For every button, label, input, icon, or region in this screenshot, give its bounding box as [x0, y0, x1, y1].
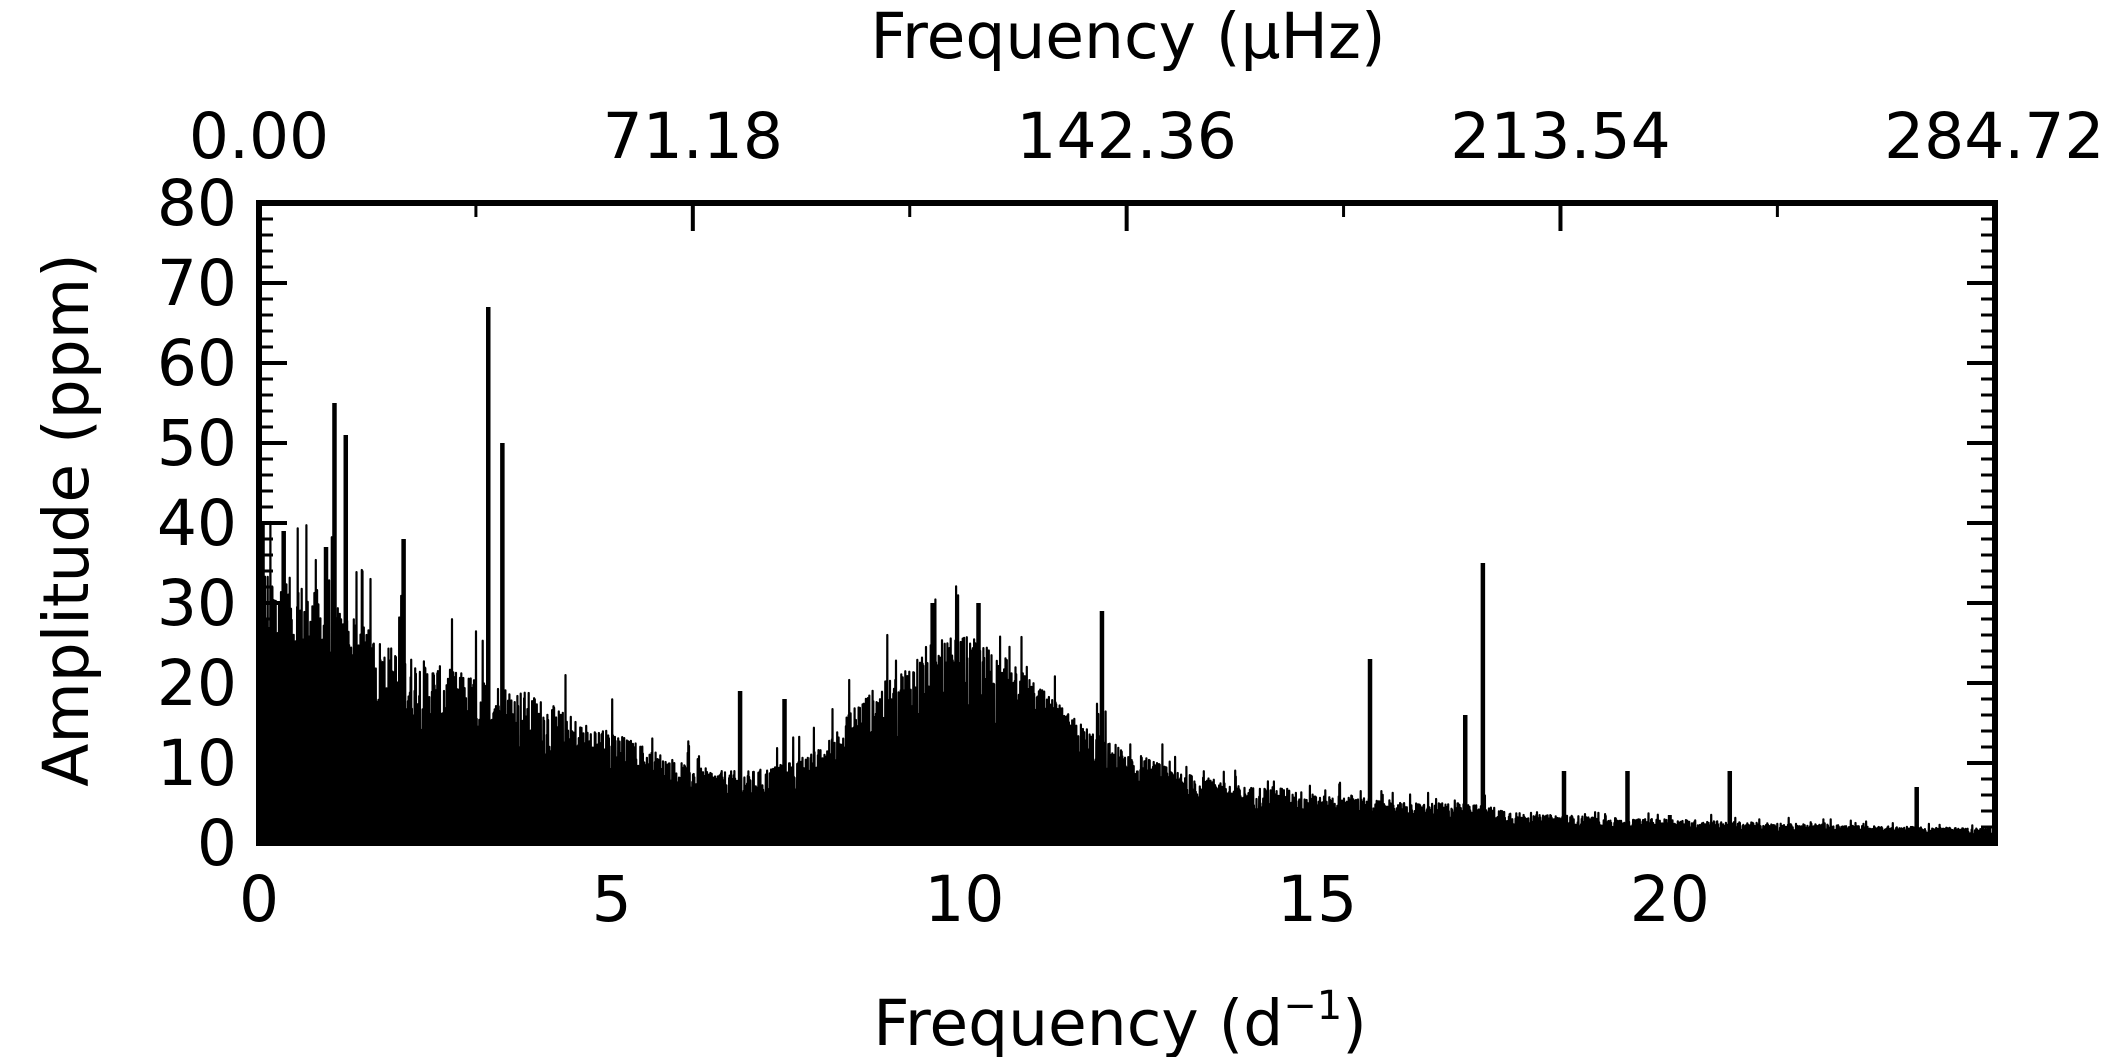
x-axis-label-main: Frequency (d	[873, 987, 1283, 1057]
y-tick-label: 60	[157, 327, 237, 400]
y-tick-label: 30	[157, 567, 237, 640]
y-tick-label: 0	[197, 807, 237, 880]
y-tick-label: 70	[157, 247, 237, 320]
x-axis-label-superscript: −1	[1283, 983, 1342, 1029]
x-axis-label: Frequency (d−1)	[873, 983, 1367, 1057]
y-tick-label: 80	[157, 167, 237, 240]
x-tick-label: 0	[239, 863, 279, 936]
tick-layer	[257, 201, 1997, 845]
top-tick-label: 284.72	[1884, 100, 2104, 173]
y-axis-label: Amplitude (ppm)	[30, 253, 103, 786]
top-tick-label: 71.18	[603, 100, 783, 173]
top-tick-label: 0.00	[189, 100, 329, 173]
top-tick-label: 213.54	[1450, 100, 1670, 173]
top-axis-label: Frequency (μHz)	[870, 0, 1385, 73]
y-tick-label: 20	[157, 647, 237, 720]
top-tick-label: 142.36	[1016, 100, 1236, 173]
y-tick-label: 10	[157, 727, 237, 800]
y-tick-label: 40	[157, 487, 237, 560]
spectrum-fill	[259, 664, 1995, 843]
x-axis-label-suffix: )	[1342, 987, 1367, 1057]
x-tick-label: 15	[1277, 863, 1357, 936]
spectrum-layer	[257, 307, 1997, 845]
x-tick-label: 10	[924, 863, 1004, 936]
x-tick-label: 5	[592, 863, 632, 936]
y-tick-label: 50	[157, 407, 237, 480]
x-tick-label: 20	[1630, 863, 1710, 936]
